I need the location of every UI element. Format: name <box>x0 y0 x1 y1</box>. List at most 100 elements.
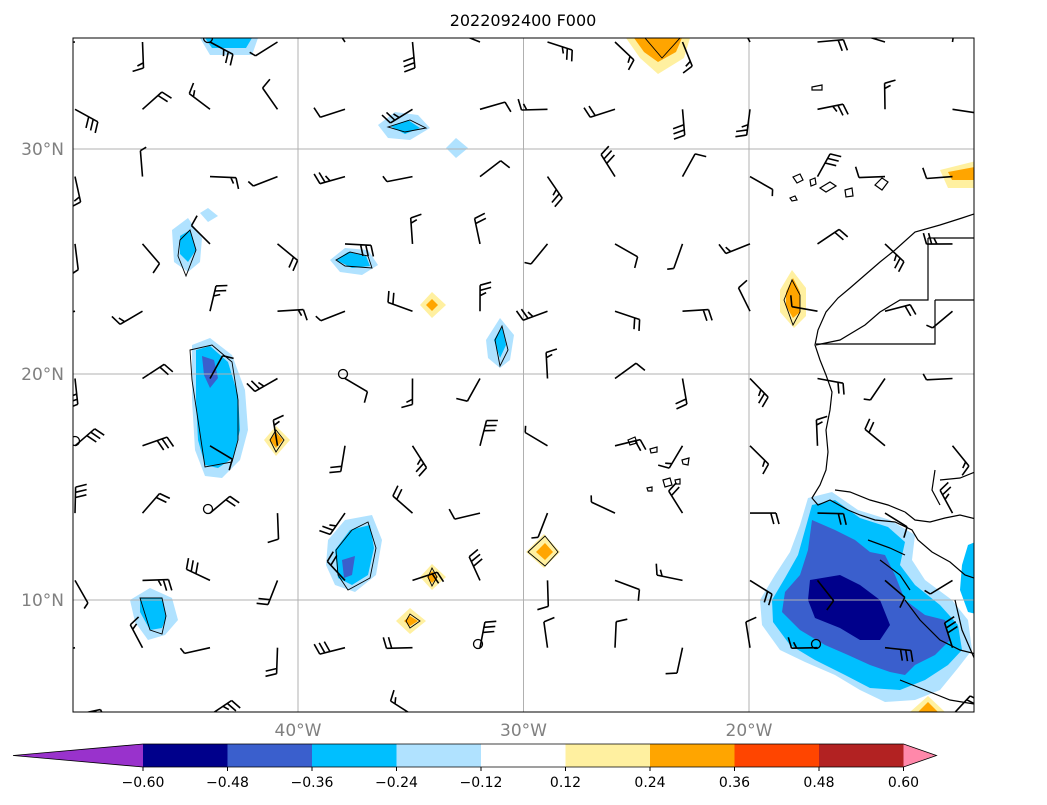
colorbar-swatch <box>396 744 482 767</box>
wind-barb <box>256 580 279 606</box>
wind-barb <box>479 281 492 312</box>
colorbar-swatch <box>312 744 397 767</box>
wind-barbs <box>73 38 974 746</box>
wind-barb <box>884 243 905 273</box>
wind-barb <box>790 295 818 312</box>
wind-barb <box>73 378 79 408</box>
wind-barb <box>401 378 414 409</box>
wind-barb <box>382 175 413 183</box>
wind-barb <box>681 41 693 74</box>
wind-barb <box>142 363 174 380</box>
wind-barb <box>315 310 346 322</box>
wind-barb <box>142 436 175 451</box>
map-area <box>73 38 974 746</box>
wind-barb <box>141 243 161 274</box>
colorbar-swatch <box>565 744 651 767</box>
wind-barb <box>854 166 886 179</box>
wind-barb <box>411 445 428 477</box>
wind-barb <box>209 175 240 190</box>
wind-barb <box>479 620 497 648</box>
longitude-labels: 40°W 30°W 20°W <box>275 721 773 741</box>
colorbar-extend-low <box>13 744 143 767</box>
wind-barb <box>884 512 908 538</box>
wind-barb <box>456 378 481 402</box>
lon-label-40w: 40°W <box>275 721 322 741</box>
wind-barb <box>657 445 684 469</box>
wind-barb <box>473 212 487 245</box>
wind-barb <box>922 232 953 245</box>
colorbar-tick-label: 0.12 <box>550 775 581 791</box>
colorbar-swatch <box>734 744 820 767</box>
wind-barb <box>682 308 713 322</box>
wind-barb <box>924 579 953 595</box>
wind-barb <box>517 98 548 111</box>
wind-barb <box>344 377 369 403</box>
wind-barb <box>939 481 954 514</box>
wind-barb <box>345 715 358 746</box>
wind-barb <box>816 153 842 177</box>
wind-barb <box>885 715 902 741</box>
wind-barb <box>313 107 346 119</box>
wind-barb <box>537 580 550 611</box>
wind-barb <box>468 548 483 581</box>
shaded-anomaly-fields <box>130 38 974 712</box>
wind-barb <box>547 41 573 62</box>
wind-barb <box>261 78 279 110</box>
wind-barb <box>884 303 917 317</box>
colorbar-tick-label: −0.60 <box>122 775 165 791</box>
wind-barb <box>615 715 644 727</box>
wind-barb <box>745 616 757 648</box>
wind-barb <box>677 715 683 744</box>
map-title: 2022092400 F000 <box>450 11 597 30</box>
lat-label-30n: 30°N <box>21 140 64 160</box>
wind-barb <box>209 495 240 514</box>
wind-barb <box>746 38 751 43</box>
wind-barb <box>188 82 211 110</box>
wind-barb <box>74 428 105 447</box>
map-frame <box>72 37 975 713</box>
colorbar-tick-label: 0.60 <box>888 775 919 791</box>
wind-barb <box>922 167 953 180</box>
gridlines <box>73 38 974 712</box>
wind-barb <box>788 715 818 731</box>
wind-barb <box>750 512 780 525</box>
wind-barb <box>73 243 79 275</box>
wind-barb <box>480 715 502 740</box>
wind-barb <box>951 445 970 476</box>
wind-barb <box>209 284 228 312</box>
wind-barb <box>265 647 279 678</box>
wind-barb <box>943 616 958 648</box>
lon-label-30w: 30°W <box>500 721 547 741</box>
wind-barb <box>141 91 172 110</box>
wind-barb <box>409 213 422 244</box>
wind-barb <box>883 79 896 110</box>
wind-barb <box>389 689 410 712</box>
wind-barb <box>209 445 234 471</box>
wind-barb <box>247 715 278 728</box>
colorbar-extend-high <box>903 744 937 767</box>
wind-barb <box>479 419 498 446</box>
wind-barb <box>479 160 511 178</box>
wind-barb <box>668 482 684 514</box>
wind-barb <box>749 377 769 408</box>
lat-label-10n: 10°N <box>21 591 64 611</box>
wind-barb <box>614 579 641 601</box>
wind-barb <box>543 616 555 648</box>
wind-barb <box>132 41 145 73</box>
wind-barb <box>73 310 76 313</box>
wind-barb <box>718 243 751 255</box>
wind-barb <box>135 715 146 745</box>
wind-barb <box>665 647 684 675</box>
wind-barb <box>74 483 87 514</box>
wind-barb <box>141 492 171 514</box>
wind-barb <box>531 512 549 539</box>
colorbar-swatch <box>143 744 228 767</box>
wind-barb <box>667 243 684 270</box>
wind-barb <box>675 378 688 410</box>
wind-barb <box>524 425 548 447</box>
wind-barb <box>209 41 234 66</box>
colorbar-tick-label: −0.12 <box>460 775 503 791</box>
latitude-labels: 30°N 20°N 10°N <box>21 140 64 611</box>
wind-barb <box>749 175 774 197</box>
wind-barb <box>614 310 641 331</box>
